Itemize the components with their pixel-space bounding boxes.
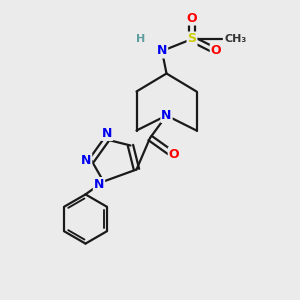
Text: CH₃: CH₃	[224, 34, 247, 44]
Text: N: N	[81, 154, 91, 167]
Text: N: N	[102, 127, 112, 140]
Text: N: N	[94, 178, 104, 191]
Text: O: O	[187, 11, 197, 25]
Text: O: O	[169, 148, 179, 161]
Text: H: H	[136, 34, 146, 44]
Text: O: O	[211, 44, 221, 58]
Text: N: N	[161, 109, 172, 122]
Text: S: S	[188, 32, 196, 46]
Text: N: N	[157, 44, 167, 58]
